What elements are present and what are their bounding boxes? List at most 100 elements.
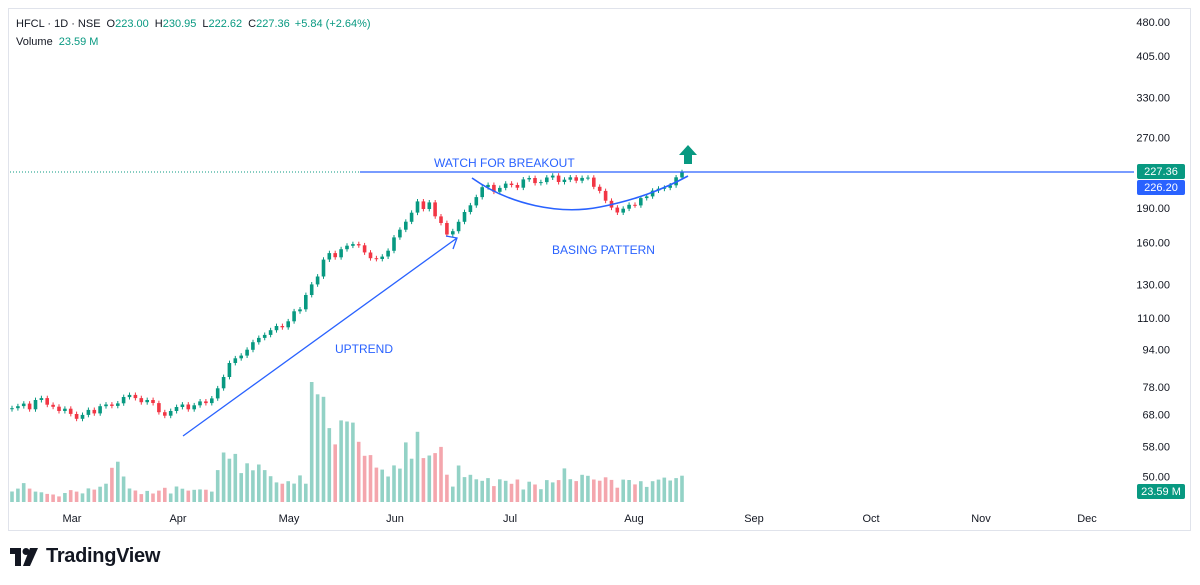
volume-badge-text: 23.59 M [1141, 486, 1181, 498]
price-tick-label: 480.00 [1136, 17, 1170, 29]
candle-body [468, 205, 473, 212]
volume-bar [409, 458, 414, 502]
time-axis: Mar Apr May Jun Jul Aug Sep Oct Nov Dec [63, 513, 1098, 525]
candle-body [421, 201, 426, 209]
volume-bar [39, 492, 44, 502]
volume-bar [486, 478, 490, 502]
volume-bar [10, 491, 14, 502]
candle-body [110, 404, 114, 406]
time-tick-label: Aug [624, 513, 644, 525]
candle-body [533, 178, 537, 184]
volume-bar [92, 489, 97, 502]
candle-body [527, 178, 531, 180]
volume-bar [345, 421, 349, 502]
volume-bar [351, 422, 355, 502]
volume-bar [580, 474, 584, 502]
volume-bar [468, 474, 473, 502]
symbol-label[interactable]: HFCL · 1D · NSE [16, 18, 101, 30]
volume-bar [333, 444, 337, 502]
volume-label[interactable]: Volume [16, 36, 53, 48]
high-value: 230.95 [162, 18, 197, 30]
volume-bar [21, 483, 26, 502]
volume-bar [98, 486, 102, 502]
volume-bar [680, 475, 684, 502]
candle-body [168, 411, 173, 416]
volume-bar [215, 470, 220, 502]
volume-bar [121, 476, 126, 502]
time-tick-label: Nov [971, 513, 991, 525]
candle-body [509, 183, 514, 185]
volume-value: 23.59 M [58, 36, 99, 48]
candle-body [650, 190, 655, 197]
candle-body [427, 202, 432, 209]
volume-bar [127, 488, 132, 502]
volume-bar [251, 470, 255, 502]
candle-body [362, 245, 367, 253]
volume-bar [168, 493, 173, 502]
price-tick-label: 405.00 [1136, 51, 1170, 63]
candle-body [574, 177, 578, 181]
volume-bar [427, 455, 432, 502]
candle-body [627, 204, 631, 209]
volume-bar [221, 452, 226, 502]
candle-body [615, 207, 620, 213]
volume-bar [492, 486, 496, 502]
volume-row: Volume 23.59 M [16, 33, 371, 51]
price-tick-label: 94.00 [1142, 345, 1170, 357]
annotations-overlay: WATCH FOR BREAKOUT BASING PATTERN UPTREN… [10, 145, 1134, 437]
volume-bar [304, 483, 308, 502]
price-tick-label: 160.00 [1136, 238, 1170, 250]
uptrend-arrowhead [445, 235, 458, 250]
candle-body [74, 414, 79, 419]
candle-body [480, 187, 484, 198]
candle-body [192, 405, 196, 410]
candle-body [515, 185, 520, 188]
time-tick-label: May [279, 513, 300, 525]
tradingview-logo-icon [10, 547, 38, 566]
candle-body [174, 407, 179, 411]
candle-body [98, 406, 102, 414]
candle-body [621, 208, 625, 213]
candle-body [380, 256, 384, 259]
volume-bar [633, 484, 637, 502]
volume-bar [151, 493, 155, 502]
high-label: H [154, 18, 163, 30]
candle-body [68, 408, 73, 414]
candle-body [498, 187, 502, 192]
candle-body [274, 326, 279, 331]
volume-bar [227, 458, 232, 502]
volume-bar [298, 475, 302, 502]
volume-bar [421, 458, 426, 502]
candle-body [298, 309, 302, 312]
price-tick-label: 68.00 [1142, 410, 1170, 422]
volume-bar [509, 483, 514, 502]
candle-body [39, 398, 44, 400]
candle-body [86, 409, 91, 415]
tradingview-logo[interactable]: TradingView [10, 545, 160, 568]
candle-body [539, 182, 543, 184]
open-label: O [106, 18, 116, 30]
candle-body [445, 223, 449, 235]
low-label: L [202, 18, 209, 30]
candle-body [392, 237, 396, 251]
candle-body [210, 398, 214, 404]
volume-bar [63, 493, 67, 502]
volume-bar [104, 483, 108, 502]
candle-body [233, 358, 238, 363]
candle-body [462, 212, 467, 222]
volume-bar [204, 489, 208, 502]
volume-bar [462, 477, 467, 502]
volume-bar [603, 477, 608, 502]
candle-body [439, 216, 443, 223]
candle-body [568, 177, 573, 180]
candle-body [521, 179, 526, 188]
candle-body [556, 175, 561, 182]
volume-bar [145, 490, 149, 502]
tradingview-brand-text: TradingView [46, 545, 161, 567]
candle-body [104, 404, 108, 407]
volume-bar [327, 428, 332, 502]
volume-bar [621, 479, 625, 502]
candle-body [139, 398, 144, 403]
candle-body [580, 177, 584, 181]
